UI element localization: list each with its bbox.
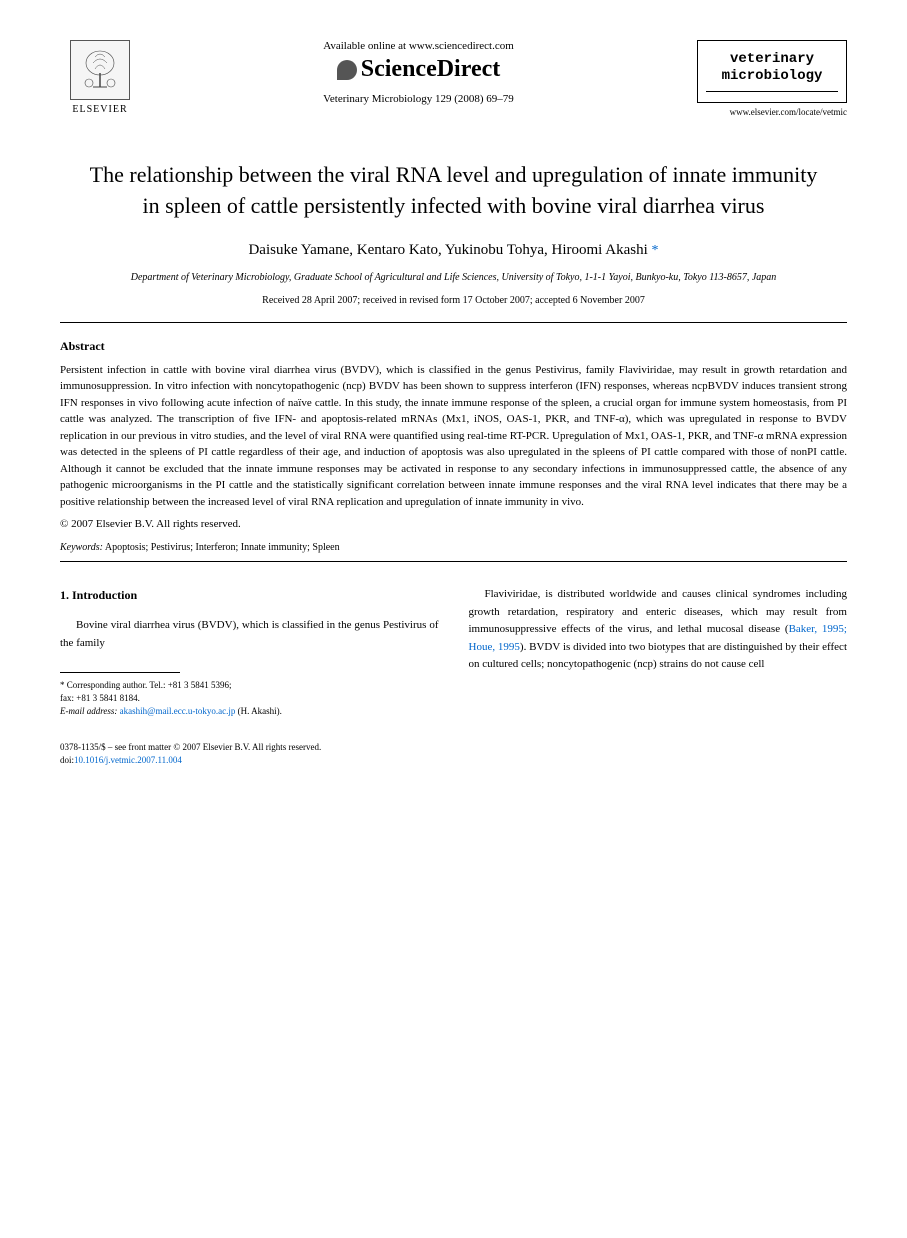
sciencedirect-icon: [337, 60, 357, 80]
elsevier-logo: ELSEVIER: [60, 40, 140, 130]
header-row: ELSEVIER Available online at www.science…: [60, 40, 847, 130]
elsevier-tree-icon: [70, 40, 130, 100]
intro-paragraph-1: Bovine viral diarrhea virus (BVDV), whic…: [60, 617, 439, 652]
email-name: (H. Akashi).: [238, 706, 282, 716]
publisher-name: ELSEVIER: [72, 104, 127, 115]
journal-url[interactable]: www.elsevier.com/locate/vetmic: [697, 107, 847, 117]
corresponding-mark[interactable]: *: [652, 243, 659, 258]
footer-doi: doi:10.1016/j.vetmic.2007.11.004: [60, 754, 847, 767]
keywords-label: Keywords:: [60, 542, 103, 553]
journal-box: veterinary microbiology: [697, 40, 847, 103]
affiliation: Department of Veterinary Microbiology, G…: [60, 271, 847, 285]
sciencedirect-brand: ScienceDirect: [160, 56, 677, 83]
column-right: Flaviviridae, is distributed worldwide a…: [469, 586, 848, 717]
platform-name: ScienceDirect: [361, 56, 501, 83]
authors: Daisuke Yamane, Kentaro Kato, Yukinobu T…: [60, 242, 847, 259]
article-title: The relationship between the viral RNA l…: [80, 160, 827, 222]
abstract-copyright: © 2007 Elsevier B.V. All rights reserved…: [60, 518, 847, 530]
corresponding-author-fax: fax: +81 3 5841 8184.: [60, 692, 439, 705]
article-dates: Received 28 April 2007; received in revi…: [60, 295, 847, 306]
two-column-body: 1. Introduction Bovine viral diarrhea vi…: [60, 586, 847, 717]
abstract-heading: Abstract: [60, 339, 847, 354]
footnote-separator: [60, 672, 180, 673]
authors-list: Daisuke Yamane, Kentaro Kato, Yukinobu T…: [248, 242, 647, 258]
divider: [60, 322, 847, 323]
email-label: E-mail address:: [60, 706, 117, 716]
footnote-block: * Corresponding author. Tel.: +81 3 5841…: [60, 679, 439, 717]
doi-link[interactable]: 10.1016/j.vetmic.2007.11.004: [74, 755, 182, 765]
footer: 0378-1135/$ – see front matter © 2007 El…: [60, 741, 847, 766]
abstract-body: Persistent infection in cattle with bovi…: [60, 362, 847, 511]
corresponding-author-email: E-mail address: akashih@mail.ecc.u-tokyo…: [60, 705, 439, 718]
keywords: Keywords: Apoptosis; Pestivirus; Interfe…: [60, 542, 847, 553]
email-link[interactable]: akashih@mail.ecc.u-tokyo.ac.jp: [120, 706, 236, 716]
column-left: 1. Introduction Bovine viral diarrhea vi…: [60, 586, 439, 717]
divider: [60, 561, 847, 562]
journal-underline: [706, 91, 838, 92]
intro-paragraph-2: Flaviviridae, is distributed worldwide a…: [469, 586, 848, 674]
journal-reference: Veterinary Microbiology 129 (2008) 69–79: [160, 93, 677, 105]
center-header: Available online at www.sciencedirect.co…: [140, 40, 697, 105]
journal-name-line2: microbiology: [706, 68, 838, 85]
section-heading-intro: 1. Introduction: [60, 586, 439, 605]
available-online-text: Available online at www.sciencedirect.co…: [160, 40, 677, 52]
footer-issn: 0378-1135/$ – see front matter © 2007 El…: [60, 741, 847, 754]
doi-label: doi:: [60, 755, 74, 765]
corresponding-author-tel: * Corresponding author. Tel.: +81 3 5841…: [60, 679, 439, 692]
keywords-items: Apoptosis; Pestivirus; Interferon; Innat…: [105, 542, 340, 553]
journal-name-line1: veterinary: [706, 51, 838, 68]
journal-box-wrap: veterinary microbiology www.elsevier.com…: [697, 40, 847, 117]
